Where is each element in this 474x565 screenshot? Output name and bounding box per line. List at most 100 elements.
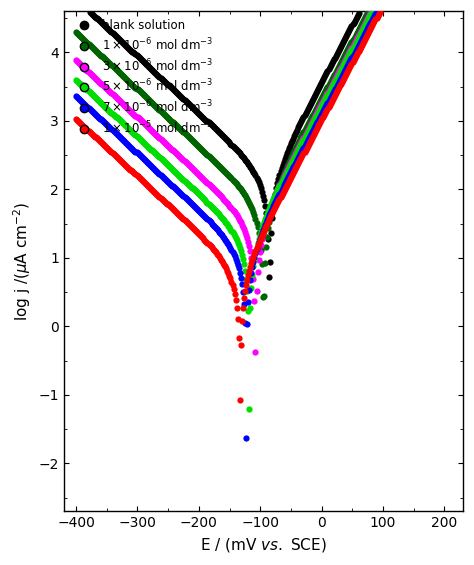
Point xyxy=(284,163,292,172)
Point xyxy=(273,185,281,194)
Point xyxy=(186,181,193,190)
Point xyxy=(215,210,223,219)
Point xyxy=(263,219,271,228)
Point xyxy=(72,28,80,37)
Point xyxy=(128,143,135,152)
Point xyxy=(200,211,207,220)
Point xyxy=(164,200,172,209)
Point xyxy=(226,223,233,232)
Point xyxy=(214,189,222,198)
Point xyxy=(325,65,332,74)
Point xyxy=(232,296,239,305)
Point xyxy=(271,205,278,214)
Point xyxy=(331,85,338,94)
Point xyxy=(214,250,222,259)
Point xyxy=(232,145,239,154)
Point xyxy=(236,216,244,225)
Point xyxy=(255,256,263,265)
Point xyxy=(251,249,258,258)
Point xyxy=(343,32,350,41)
Point xyxy=(319,100,326,109)
Point xyxy=(124,124,132,133)
Point xyxy=(344,67,351,76)
Point xyxy=(121,101,129,110)
Point xyxy=(259,221,266,230)
Point xyxy=(306,121,313,131)
Point xyxy=(276,171,283,180)
Point xyxy=(316,104,324,113)
Point xyxy=(321,108,329,117)
Point xyxy=(343,47,350,56)
Point xyxy=(88,90,95,99)
Point xyxy=(153,167,160,176)
Point xyxy=(122,161,130,170)
Point xyxy=(93,14,100,23)
Point xyxy=(173,186,181,195)
Point xyxy=(128,79,135,88)
Point xyxy=(84,125,91,134)
Point xyxy=(246,200,254,209)
Point xyxy=(349,36,356,45)
Point xyxy=(155,191,162,200)
Point xyxy=(204,198,211,207)
Point xyxy=(155,105,163,114)
Point xyxy=(297,134,304,143)
Point xyxy=(136,54,144,63)
Point xyxy=(170,206,178,215)
Point xyxy=(303,127,310,136)
Point xyxy=(268,198,276,207)
Point xyxy=(373,7,380,16)
Point xyxy=(123,162,131,171)
Point xyxy=(116,68,124,77)
Point xyxy=(176,125,184,134)
Point xyxy=(366,11,374,20)
Point xyxy=(182,158,190,167)
Point xyxy=(243,319,251,328)
Point xyxy=(184,179,191,188)
Point xyxy=(286,155,294,164)
Point xyxy=(340,67,348,76)
Point xyxy=(246,247,254,256)
Point xyxy=(302,145,310,154)
Point xyxy=(251,211,258,220)
Point xyxy=(302,132,310,141)
Point xyxy=(173,89,181,98)
Point xyxy=(138,136,146,145)
Point xyxy=(143,60,151,69)
Point xyxy=(326,84,333,93)
Point xyxy=(155,192,163,201)
Point xyxy=(333,87,341,96)
Point xyxy=(287,153,295,162)
Point xyxy=(210,156,218,165)
Point xyxy=(205,179,212,188)
Point xyxy=(211,246,219,255)
Point xyxy=(114,33,121,42)
Point xyxy=(310,129,318,138)
Point xyxy=(245,159,252,168)
Point xyxy=(361,12,369,21)
Point xyxy=(148,146,156,155)
Point xyxy=(365,27,373,36)
Point xyxy=(228,226,235,235)
Point xyxy=(204,238,211,247)
Point xyxy=(265,218,273,227)
Point xyxy=(250,257,257,266)
Point xyxy=(137,135,145,144)
Point xyxy=(332,51,339,60)
Point xyxy=(198,111,205,120)
Point xyxy=(204,150,211,159)
Point xyxy=(192,187,200,196)
Point xyxy=(236,268,244,277)
Point xyxy=(149,186,157,195)
Point xyxy=(225,171,232,180)
Point xyxy=(352,52,359,61)
Point xyxy=(169,205,177,214)
Point xyxy=(196,110,204,119)
Point xyxy=(341,66,349,75)
Point xyxy=(338,71,346,80)
Point xyxy=(135,173,142,182)
Point xyxy=(243,194,251,203)
Point xyxy=(264,210,272,219)
Point xyxy=(364,25,371,34)
Point xyxy=(240,294,248,303)
